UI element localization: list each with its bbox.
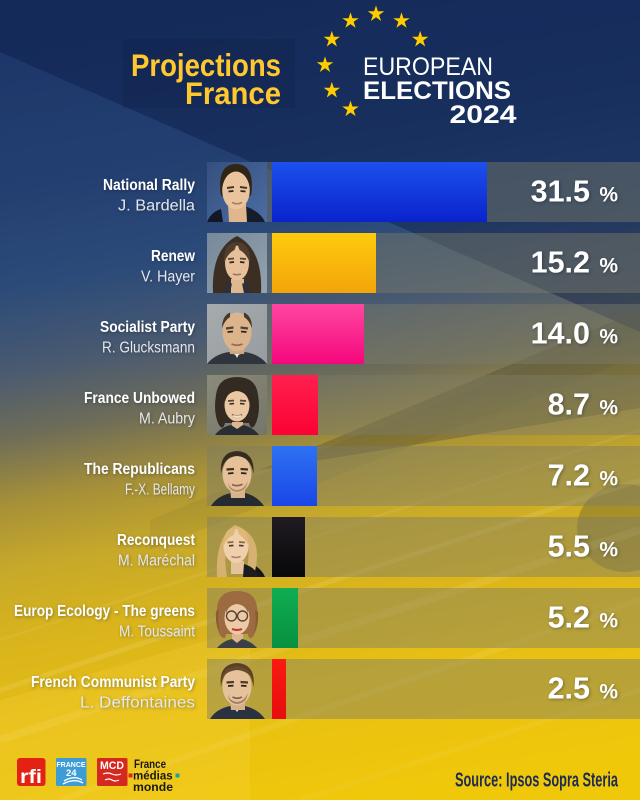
svg-text:rfi: rfi xyxy=(20,767,42,788)
svg-text:5.5: 5.5 xyxy=(548,530,590,564)
svg-text:France Unbowed: France Unbowed xyxy=(84,390,195,407)
svg-text:5.2: 5.2 xyxy=(548,601,590,635)
svg-text:2.5: 2.5 xyxy=(548,672,590,706)
svg-text:National Rally: National Rally xyxy=(103,177,195,194)
svg-text:M. Aubry: M. Aubry xyxy=(139,411,195,428)
svg-text:Europ Ecology - The greens: Europ Ecology - The greens xyxy=(14,603,195,620)
svg-text:FRANCE: FRANCE xyxy=(56,762,85,769)
svg-text:Source: Ipsos Sopra Steria: Source: Ipsos Sopra Steria xyxy=(455,770,619,792)
svg-text:%: % xyxy=(599,468,618,491)
svg-text:French Communist Party: French Communist Party xyxy=(31,674,195,691)
svg-text:Renew: Renew xyxy=(151,248,195,265)
svg-text:31.5: 31.5 xyxy=(531,175,590,209)
svg-text:MCD: MCD xyxy=(100,760,124,772)
svg-text:Socialist Party: Socialist Party xyxy=(100,319,195,336)
svg-text:L. Deffontaines: L. Deffontaines xyxy=(80,695,195,712)
svg-text:%: % xyxy=(599,539,618,562)
svg-text:The Republicans: The Republicans xyxy=(84,461,195,478)
svg-text:24: 24 xyxy=(66,768,77,779)
svg-text:%: % xyxy=(599,184,618,207)
svg-text:EUROPEAN: EUROPEAN xyxy=(363,53,493,81)
svg-text:médias: médias xyxy=(133,771,173,783)
svg-text:%: % xyxy=(599,326,618,349)
svg-text:7.2: 7.2 xyxy=(548,459,590,493)
svg-text:Projections: Projections xyxy=(131,47,281,83)
svg-text:8.7: 8.7 xyxy=(548,388,590,422)
svg-text:%: % xyxy=(599,610,618,633)
svg-text:M. Toussaint: M. Toussaint xyxy=(119,624,196,641)
svg-text:F.-X. Bellamy: F.-X. Bellamy xyxy=(125,482,195,499)
svg-text:ELECTIONS: ELECTIONS xyxy=(363,77,511,105)
svg-text:France: France xyxy=(185,75,281,111)
svg-text:2024: 2024 xyxy=(450,101,517,129)
svg-text:R. Glucksmann: R. Glucksmann xyxy=(102,340,195,357)
svg-text:%: % xyxy=(599,397,618,420)
svg-text:%: % xyxy=(599,255,618,278)
svg-text:M. Maréchal: M. Maréchal xyxy=(118,553,195,570)
svg-text:15.2: 15.2 xyxy=(531,246,590,280)
svg-text:V. Hayer: V. Hayer xyxy=(141,269,195,286)
svg-text:J. Bardella: J. Bardella xyxy=(118,198,195,215)
svg-text:monde: monde xyxy=(133,782,173,794)
svg-text:Reconquest: Reconquest xyxy=(117,532,196,549)
svg-text:14.0: 14.0 xyxy=(531,317,590,351)
svg-text:%: % xyxy=(599,681,618,704)
svg-text:France: France xyxy=(134,759,166,771)
